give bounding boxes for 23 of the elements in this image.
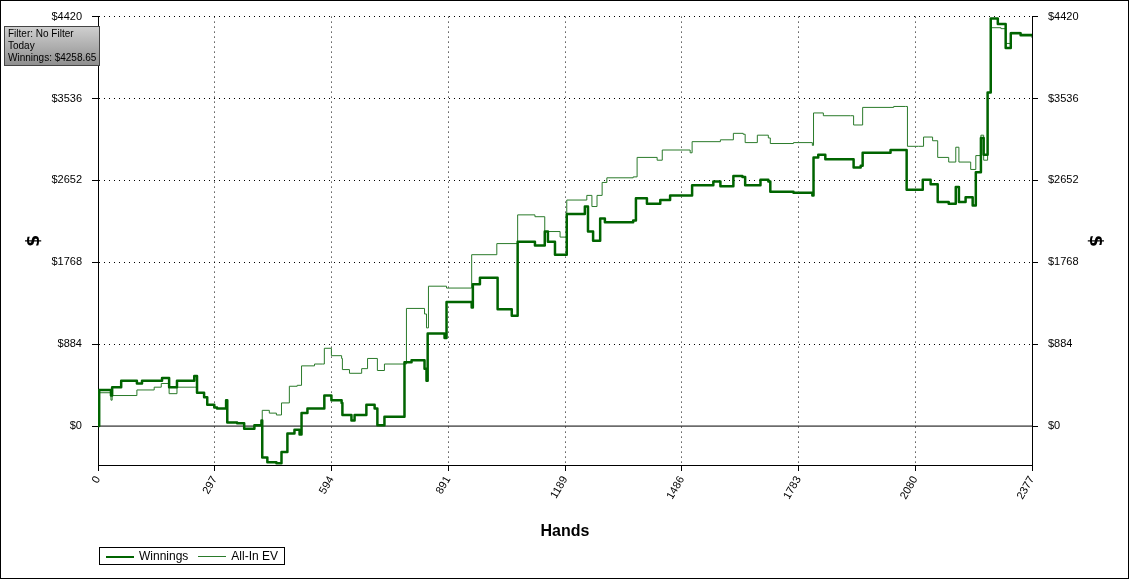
y2-axis-title: $ — [1086, 234, 1107, 247]
y-axis-title: $ — [22, 234, 43, 247]
y2-tick-label: $1768 — [1048, 255, 1079, 268]
text: Today — [8, 40, 36, 52]
x-tick-label: 0 — [88, 473, 103, 486]
text: Filter: No Filter — [8, 28, 75, 40]
y-tick-label: $4420 — [51, 9, 82, 22]
y2-tick-label: $3536 — [1048, 91, 1079, 104]
y2-tick-label: $884 — [1048, 337, 1073, 350]
y2-tick-label: $4420 — [1048, 9, 1079, 22]
y2-tick-label: $0 — [1048, 419, 1061, 432]
y2-tick-label: $2652 — [1048, 173, 1079, 186]
legend-label: All-In EV — [231, 549, 279, 563]
x-tick-label: 594 — [316, 473, 336, 496]
legend-label: Winnings — [139, 549, 189, 563]
y-tick-label: $0 — [69, 419, 82, 432]
y-tick-label: $3536 — [51, 91, 82, 104]
y-tick-label: $884 — [57, 337, 82, 350]
x-tick-label: 891 — [432, 473, 453, 496]
y-tick-label: $1768 — [51, 255, 82, 268]
text: Winnings: $4258.65 — [8, 52, 97, 64]
x-axis-title: Hands — [540, 521, 590, 539]
y-tick-label: $2652 — [51, 173, 82, 186]
